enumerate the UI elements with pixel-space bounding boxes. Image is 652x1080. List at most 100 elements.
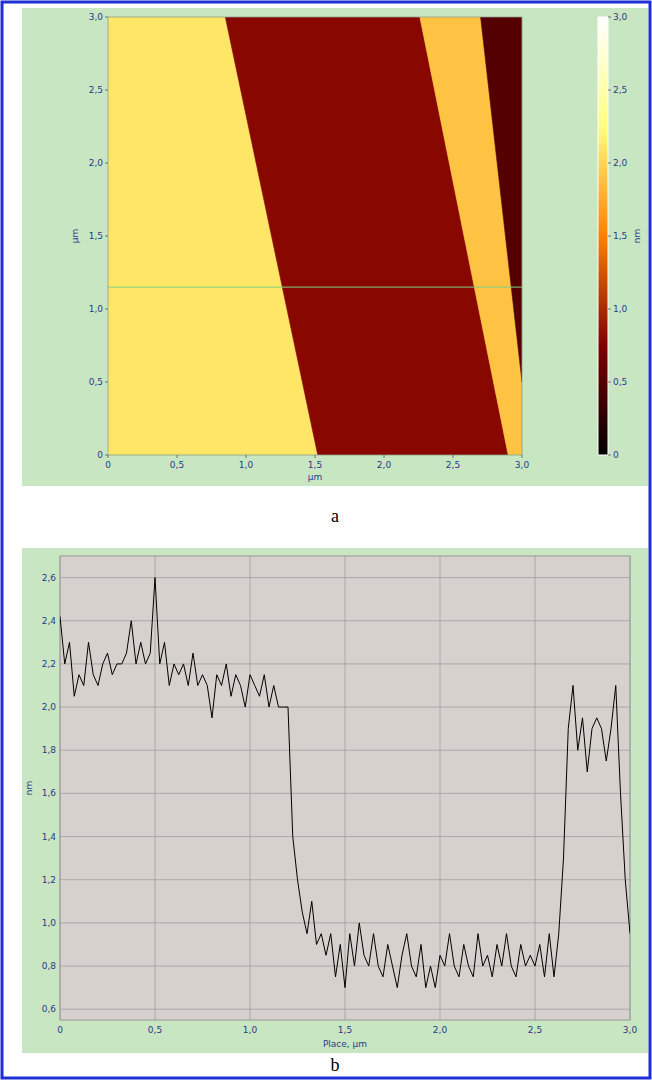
panel-a: 0 0,5 1,0 1,5 2,0 2,5 3,0 μm 0 0,5 1,0 1,5 2,0 2,5 3,0… <box>22 8 648 486</box>
x-grid-line <box>440 556 441 1020</box>
y-tick-label: 2,4 <box>42 616 57 626</box>
line-marks <box>60 578 630 988</box>
colorbar-tick <box>608 90 611 91</box>
x-tick-label: 2,5 <box>528 1025 542 1035</box>
x-tick-label: 2,5 <box>446 460 460 470</box>
colorbar-tick-label: 2,0 <box>613 158 628 168</box>
y-tick-label: 2,2 <box>42 659 56 669</box>
x-tick-label: 2,0 <box>433 1025 448 1035</box>
x-tick <box>246 455 247 458</box>
panel-ground <box>22 8 648 486</box>
x-grid-line <box>535 556 536 1020</box>
colorbar-tick-label: 0,5 <box>613 377 627 387</box>
x-axis-title: Place, μm <box>323 1039 367 1049</box>
colorbar-tick <box>608 455 611 456</box>
y-grid-line <box>60 707 630 708</box>
x-tick <box>108 455 109 458</box>
colorbar-tick <box>608 236 611 237</box>
y-grid-line <box>60 966 630 967</box>
x-tick <box>522 455 523 458</box>
y-tick <box>105 236 108 237</box>
profile-curve <box>60 578 630 988</box>
x-tick-label: 1,0 <box>239 460 254 470</box>
y-grid-line <box>60 836 630 837</box>
x-tick-label: 1,5 <box>308 460 322 470</box>
colorbar-tick <box>608 163 611 164</box>
colorbar <box>598 17 608 455</box>
colorbar-tick <box>608 382 611 383</box>
y-tick <box>105 309 108 310</box>
y-tick-label: 1,8 <box>42 745 57 755</box>
x-tick-label: 2,0 <box>377 460 392 470</box>
y-tick <box>105 382 108 383</box>
x-tick <box>384 455 385 458</box>
y-tick-label: 0,8 <box>42 961 57 971</box>
y-tick <box>105 90 108 91</box>
y-tick <box>105 163 108 164</box>
y-tick-label: 2,6 <box>42 573 57 583</box>
x-tick-label: 1,5 <box>338 1025 352 1035</box>
panel-ground <box>22 548 648 1053</box>
y-tick-label: 0,5 <box>89 377 103 387</box>
y-tick-label: 1,0 <box>89 304 104 314</box>
x-grid-line <box>630 556 631 1020</box>
y-tick-label: 1,2 <box>42 875 56 885</box>
y-tick-label: 2,0 <box>89 158 104 168</box>
x-grid-line <box>250 556 251 1020</box>
profile-line <box>108 287 522 288</box>
y-tick-label: 1,4 <box>42 832 57 842</box>
y-tick-label: 1,6 <box>42 788 57 798</box>
panel-letter: b <box>331 1055 340 1075</box>
x-tick-label: 3,0 <box>623 1025 638 1035</box>
colorbar-tick-label: 0 <box>613 450 619 460</box>
terrace <box>481 17 522 382</box>
y-tick-label: 2,5 <box>89 85 103 95</box>
x-tick-label: 3,0 <box>515 460 530 470</box>
y-grid-line <box>60 1009 630 1010</box>
figure-frame <box>2 2 650 1078</box>
y-tick-label: 2,0 <box>42 702 57 712</box>
x-tick <box>315 455 316 458</box>
x-tick-label: 0,5 <box>170 460 184 470</box>
y-tick-label: 1,0 <box>42 918 57 928</box>
y-grid-line <box>60 620 630 621</box>
colorbar-title: nm <box>632 229 642 243</box>
panel-letter: a <box>331 506 339 526</box>
x-axis-title: μm <box>308 472 323 482</box>
colorbar-tick <box>608 309 611 310</box>
x-grid-line <box>155 556 156 1020</box>
colorbar-tick-label: 3,0 <box>613 12 628 22</box>
x-tick-label: 1,0 <box>243 1025 258 1035</box>
plot-area <box>60 556 630 1020</box>
panel-b: 0 0,5 1,0 1,5 2,0 2,5 3,0 0,6 0,8 1,0 1,2 1,4 1,6 1,8… <box>22 548 648 1053</box>
y-axis-title: nm <box>24 781 34 795</box>
x-tick-label: 0 <box>57 1025 63 1035</box>
x-tick-label: 0,5 <box>148 1025 162 1035</box>
y-grid-line <box>60 879 630 880</box>
terrace <box>420 17 522 455</box>
background <box>0 0 652 1080</box>
y-grid-line <box>60 750 630 751</box>
colorbar-tick-label: 1,5 <box>613 231 627 241</box>
y-tick-label: 3,0 <box>89 12 104 22</box>
y-grid-line <box>60 922 630 923</box>
y-tick-label: 0 <box>97 450 103 460</box>
y-tick <box>105 17 108 18</box>
y-grid-line <box>60 793 630 794</box>
y-tick-label: 1,5 <box>89 231 103 241</box>
x-grid-line <box>60 556 61 1020</box>
x-tick <box>177 455 178 458</box>
colorbar-tick <box>608 17 611 18</box>
x-tick-label: 0 <box>105 460 111 470</box>
colorbar-tick-label: 1,0 <box>613 304 628 314</box>
y-tick-label: 0,6 <box>42 1004 57 1014</box>
x-tick <box>453 455 454 458</box>
plot-frame <box>108 17 522 455</box>
colorbar-tick-label: 2,5 <box>613 85 627 95</box>
x-grid-line <box>345 556 346 1020</box>
y-axis-title: μm <box>70 229 80 244</box>
y-grid-line <box>60 577 630 578</box>
image-marks <box>108 17 522 455</box>
figure: 0 0,5 1,0 1,5 2,0 2,5 3,0 μm 0 0,5 1,0 1,5 2,0 2,5 3,0… <box>0 0 652 1080</box>
y-tick <box>105 455 108 456</box>
